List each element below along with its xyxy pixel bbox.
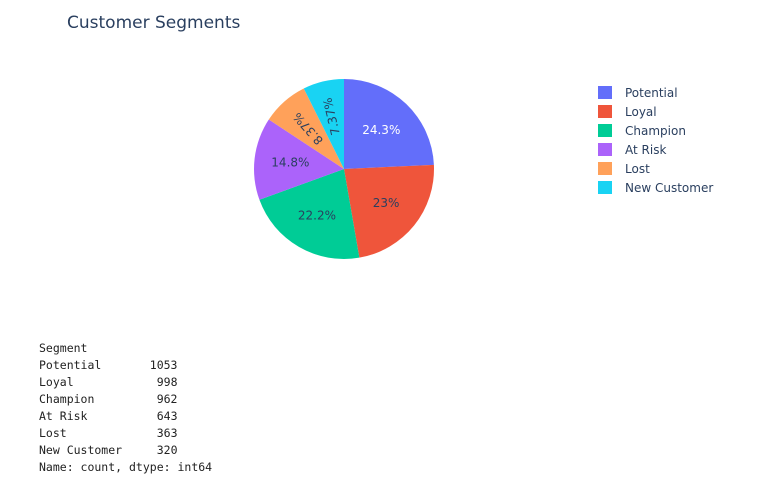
console-header: Segment: [39, 341, 88, 355]
legend-label-loyal: Loyal: [625, 105, 657, 119]
console-row-name: Loyal: [39, 375, 74, 389]
legend-item-new-customer[interactable]: New Customer: [598, 181, 713, 195]
console-row: Loyal 998: [39, 375, 178, 389]
legend-item-loyal[interactable]: Loyal: [598, 105, 657, 119]
console-row-count: 1053: [149, 358, 178, 372]
console-row: Lost 363: [39, 426, 178, 440]
legend-label-new-customer: New Customer: [625, 181, 713, 195]
pie-label-loyal: 23%: [373, 196, 400, 210]
console-row: Champion 962: [39, 392, 177, 406]
legend: Potential Loyal Champion At Risk Lost New Cus…: [598, 86, 713, 195]
legend-item-champion[interactable]: Champion: [598, 124, 686, 138]
pie-slice-loyal[interactable]: [344, 164, 435, 258]
legend-swatch-lost: [598, 162, 612, 175]
legend-label-at-risk: At Risk: [625, 143, 666, 157]
pie-label-potential: 24.3%: [362, 123, 400, 137]
pie-slice-new-customer[interactable]: [303, 79, 344, 169]
console-row-count: 998: [156, 375, 178, 389]
console-row: At Risk 643: [39, 409, 178, 423]
console-row-name: Potential: [39, 358, 102, 372]
console-footer: Name: count, dtype: int64: [39, 460, 213, 474]
pie-slices: [254, 79, 435, 259]
pie-slice-potential[interactable]: [344, 79, 434, 169]
pie-label-at-risk: 14.8%: [271, 156, 309, 170]
legend-item-at-risk[interactable]: At Risk: [598, 143, 666, 157]
legend-label-lost: Lost: [625, 162, 650, 176]
legend-label-champion: Champion: [625, 124, 686, 138]
console-row-count: 363: [156, 426, 178, 440]
legend-swatch-champion: [598, 124, 612, 137]
legend-swatch-loyal: [598, 105, 612, 118]
pie-chart: Customer Segments 24.3%23%22.2%14.8%8.37…: [67, 13, 713, 259]
console-row-name: At Risk: [39, 409, 88, 423]
legend-swatch-potential: [598, 86, 612, 99]
console-row: New Customer 320: [39, 443, 178, 457]
legend-item-potential[interactable]: Potential: [598, 86, 678, 100]
legend-label-potential: Potential: [625, 86, 678, 100]
legend-swatch-at-risk: [598, 143, 612, 156]
console-row-name: New Customer: [39, 443, 123, 457]
chart-title: Customer Segments: [67, 13, 240, 33]
legend-item-lost[interactable]: Lost: [598, 162, 650, 176]
console-row-count: 643: [156, 409, 178, 423]
console-row-name: Lost: [39, 426, 67, 440]
console-row-count: 962: [156, 392, 178, 406]
console-row-name: Champion: [39, 392, 95, 406]
pie-slice-at-risk[interactable]: [254, 119, 344, 200]
pie-slice-lost[interactable]: [268, 88, 344, 169]
console-row: Potential 1053: [39, 358, 177, 372]
pie-slice-champion[interactable]: [259, 169, 360, 259]
console-output: Segment Potential 1053 Loyal 998 Champio…: [39, 340, 212, 476]
legend-swatch-new-customer: [598, 181, 612, 194]
console-row-count: 320: [156, 443, 178, 457]
pie-label-champion: 22.2%: [298, 209, 336, 223]
console-rows: Potential 1053 Loyal 998 Champion 962 At…: [39, 358, 178, 457]
